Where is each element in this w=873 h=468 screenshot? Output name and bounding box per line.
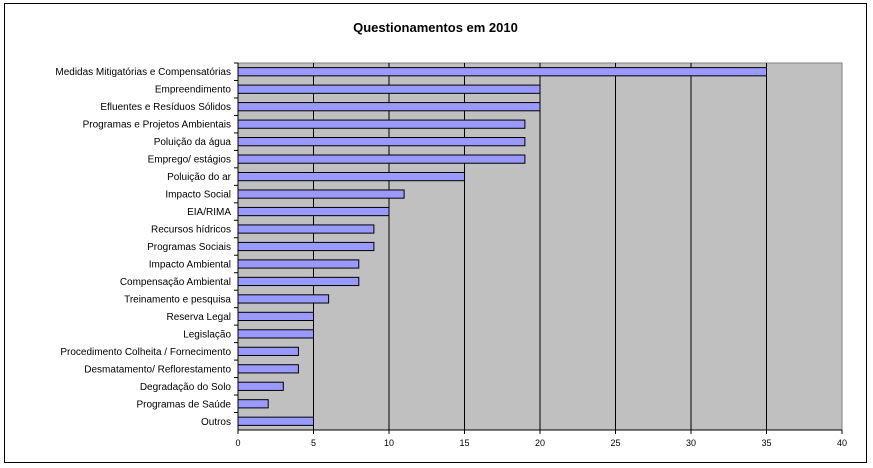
x-tick-label: 40 (837, 438, 847, 448)
bar (237, 189, 405, 199)
bar (237, 259, 360, 269)
category-label: Outros (201, 417, 231, 428)
bar (237, 171, 465, 182)
category-label: Efluentes e Resíduos Sólidos (100, 102, 231, 113)
bar (237, 206, 390, 217)
category-label: Programas Sociais (147, 242, 231, 253)
category-label: Programas de Saúde (136, 399, 231, 410)
bar (237, 276, 360, 287)
bar (237, 84, 541, 94)
category-label: Poluição da água (154, 137, 232, 148)
x-tick-label: 15 (459, 438, 469, 448)
bar (237, 416, 314, 426)
category-label: Impacto Ambiental (149, 259, 231, 270)
category-label: Empreendimento (155, 85, 232, 96)
category-label: Degradação do Solo (140, 382, 232, 393)
x-tick-label: 10 (384, 438, 394, 448)
category-label: Impacto Social (165, 190, 231, 201)
x-tick-label: 20 (535, 438, 545, 448)
bar (237, 364, 299, 374)
category-label: Desmatamento/ Reflorestamento (84, 364, 231, 375)
category-label: Reserva Legal (167, 312, 231, 323)
bar (237, 294, 330, 304)
bar (237, 137, 526, 147)
x-tick-label: 5 (311, 438, 316, 448)
x-tick-label: 30 (686, 438, 696, 448)
bar (237, 329, 314, 339)
bars (237, 67, 767, 426)
category-label: Legislação (183, 329, 231, 340)
bar (237, 381, 284, 391)
category-label: Compensação Ambiental (120, 277, 231, 288)
bar (237, 102, 541, 112)
bar (237, 224, 375, 234)
bar (237, 346, 299, 356)
category-label: Recursos hídricos (151, 225, 231, 236)
category-label: Emprego/ estágios (148, 155, 231, 166)
x-tick-label: 35 (761, 438, 771, 448)
category-label: Treinamento e pesquisa (124, 294, 231, 305)
bar (237, 67, 767, 77)
category-label: Medidas Mitigatórias e Compensatórias (55, 67, 231, 78)
x-tick-label: 25 (610, 438, 620, 448)
category-label: Poluição do ar (167, 172, 232, 183)
category-labels: Medidas Mitigatórias e Compensatórias Emp… (55, 62, 238, 428)
bar (237, 399, 269, 409)
chart-title: Questionamentos em 2010 (353, 20, 518, 35)
x-axis-ticks: 0 5 10 15 20 25 30 35 40 (235, 430, 847, 448)
x-tick-label: 0 (235, 438, 240, 448)
bar (237, 311, 314, 322)
category-label: Procedimento Colheita / Fornecimento (60, 347, 231, 358)
category-label: Programas e Projetos Ambientais (83, 120, 231, 131)
bar (237, 241, 375, 252)
category-label: EIA/RIMA (187, 207, 231, 218)
bar (237, 119, 526, 129)
bar (237, 154, 526, 164)
